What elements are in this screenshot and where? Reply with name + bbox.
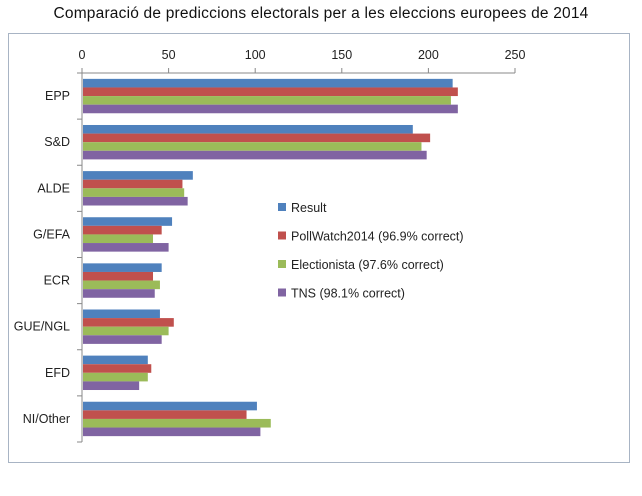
bar-tns — [83, 335, 162, 344]
bar-electionista — [83, 234, 154, 244]
legend-swatch — [278, 231, 286, 240]
legend-swatch — [278, 288, 286, 297]
x-tick-label: 0 — [79, 48, 86, 62]
category-label: GUE/NGL — [14, 320, 70, 334]
bar-result — [83, 309, 160, 319]
bar-result — [83, 217, 173, 226]
chart-frame — [8, 33, 630, 463]
bar-pollwatch2014 — [83, 87, 458, 97]
category-label: NI/Other — [23, 412, 70, 426]
bar-tns — [83, 196, 188, 206]
bar-electionista — [83, 96, 451, 105]
bar-pollwatch2014 — [83, 364, 152, 373]
bar-result — [83, 124, 413, 134]
x-tick-label: 250 — [505, 48, 526, 62]
bar-electionista — [83, 372, 148, 382]
bar-result — [83, 355, 148, 365]
bar-pollwatch2014 — [83, 271, 154, 281]
chart-title: Comparació de prediccions electorals per… — [53, 5, 589, 22]
category-label: G/EFA — [33, 227, 70, 241]
bar-tns — [83, 104, 458, 114]
legend-label: PollWatch2014 (96.9% correct) — [291, 230, 464, 244]
legend-label: TNS (98.1% correct) — [291, 287, 405, 301]
legend-label: Electionista (97.6% correct) — [291, 258, 444, 272]
x-tick-label: 200 — [418, 48, 439, 62]
bar-result — [83, 171, 193, 180]
bar-pollwatch2014 — [83, 133, 431, 143]
category-label: S&D — [44, 135, 70, 149]
bar-tns — [83, 150, 427, 160]
bar-tns — [83, 427, 261, 437]
bar-pollwatch2014 — [83, 318, 174, 327]
bar-result — [83, 263, 162, 272]
bar-electionista — [83, 418, 271, 428]
bar-pollwatch2014 — [83, 410, 247, 419]
x-tick-label: 50 — [162, 48, 176, 62]
bar-electionista — [83, 280, 160, 290]
bar-pollwatch2014 — [83, 179, 183, 189]
legend-swatch — [278, 260, 286, 268]
bar-result — [83, 78, 453, 88]
x-tick-label: 150 — [331, 48, 352, 62]
bar-electionista — [83, 188, 185, 197]
bar-tns — [83, 289, 155, 298]
legend-label: Result — [291, 201, 327, 215]
bar-electionista — [83, 142, 422, 151]
bar-tns — [83, 381, 140, 391]
category-label: ECR — [44, 274, 70, 288]
bar-tns — [83, 243, 169, 252]
category-label: EFD — [45, 366, 70, 380]
bar-electionista — [83, 326, 169, 336]
category-label: ALDE — [37, 181, 70, 195]
x-tick-label: 100 — [245, 48, 266, 62]
bar-result — [83, 401, 257, 411]
legend-swatch — [278, 203, 286, 211]
bar-pollwatch2014 — [83, 225, 162, 235]
category-label: EPP — [45, 89, 70, 103]
